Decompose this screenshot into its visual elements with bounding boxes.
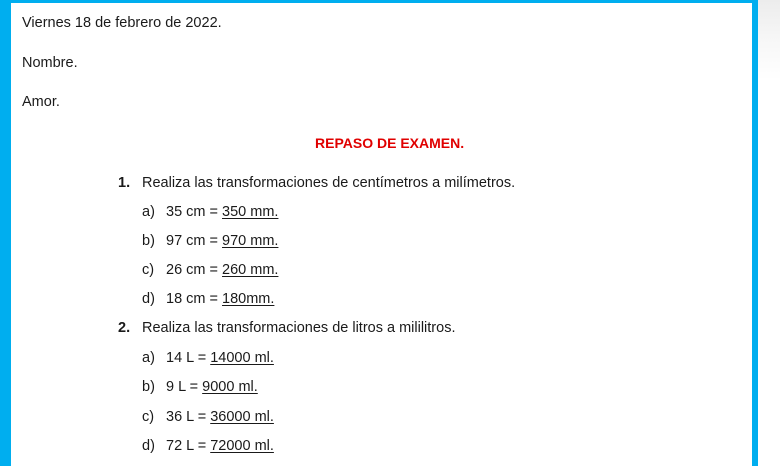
item-answer: 970 mm. (222, 233, 279, 249)
answer-item: c) 36 L = 36000 ml. (142, 408, 274, 426)
question-prompt: Realiza las transformaciones de litros a… (142, 320, 456, 336)
item-answer: 36000 ml. (210, 409, 274, 425)
answer-item: d) 72 L = 72000 ml. (142, 437, 274, 455)
item-letter: b) (142, 379, 155, 395)
answer-item: a) 14 L = 14000 ml. (142, 349, 274, 367)
date-line: Viernes 18 de febrero de 2022. (22, 15, 222, 31)
question-1: 1. Realiza las transformaciones de centím… (118, 174, 515, 192)
item-answer: 9000 ml. (202, 379, 258, 395)
item-letter: d) (142, 438, 155, 454)
question-prompt: Realiza las transformaciones de centímet… (142, 175, 516, 191)
item-answer: 260 mm. (222, 262, 279, 278)
answer-item: c) 26 cm = 260 mm. (142, 261, 278, 279)
answer-item: b) 9 L = 9000 ml. (142, 378, 258, 396)
item-expression: 97 cm = (166, 233, 223, 249)
item-answer: 350 mm. (222, 204, 279, 220)
item-answer: 14000 ml. (210, 350, 274, 366)
item-expression: 9 L = (166, 379, 203, 395)
item-expression: 35 cm = (166, 204, 223, 220)
item-expression: 14 L = (166, 350, 211, 366)
item-answer: 72000 ml. (210, 438, 274, 454)
item-expression: 26 cm = (166, 262, 223, 278)
answer-item: b) 97 cm = 970 mm. (142, 232, 278, 250)
item-expression: 72 L = (166, 438, 211, 454)
page-title: REPASO DE EXAMEN. (315, 135, 465, 151)
student-name: Amor. (22, 94, 60, 110)
name-label: Nombre. (22, 55, 78, 71)
item-letter: a) (142, 204, 155, 220)
answer-item: d) 18 cm = 180mm. (142, 290, 274, 308)
document-page (11, 3, 752, 466)
item-letter: b) (142, 233, 155, 249)
item-expression: 18 cm = (166, 291, 223, 307)
item-letter: c) (142, 262, 155, 278)
item-answer: 180mm. (222, 291, 275, 307)
item-letter: d) (142, 291, 155, 307)
question-2: 2. Realiza las transformaciones de litros… (118, 319, 455, 337)
question-number: 2. (118, 320, 131, 336)
item-letter: c) (142, 409, 155, 425)
answer-item: a) 35 cm = 350 mm. (142, 203, 278, 221)
item-expression: 36 L = (166, 409, 211, 425)
item-letter: a) (142, 350, 155, 366)
question-number: 1. (118, 175, 131, 191)
